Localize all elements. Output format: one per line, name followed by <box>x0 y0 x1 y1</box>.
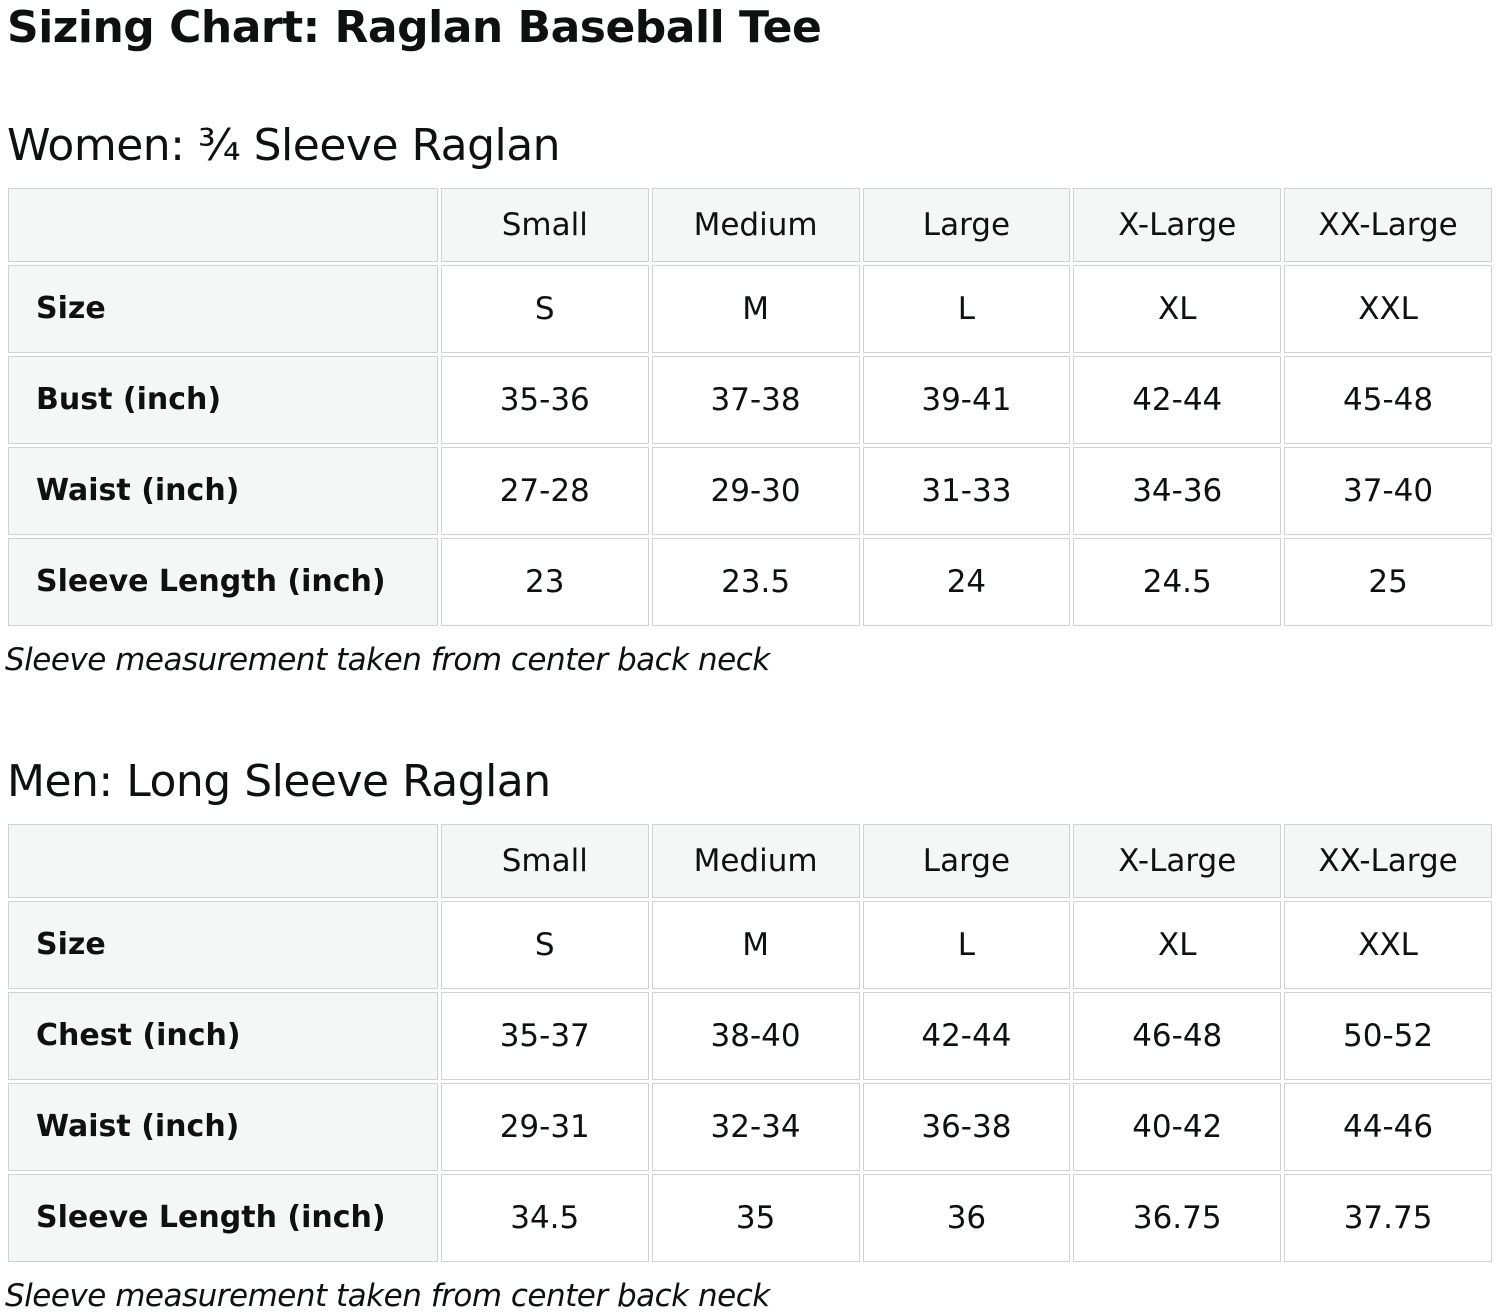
row-label: Waist (inch) <box>8 446 438 535</box>
column-header-small: Small <box>440 187 649 262</box>
table-cell: 36 <box>862 1173 1071 1262</box>
table-cell: 31-33 <box>862 446 1071 535</box>
column-header-large: Large <box>862 187 1071 262</box>
men-section-heading: Men: Long Sleeve Raglan <box>7 755 551 807</box>
table-cell: 27-28 <box>440 446 649 535</box>
column-header-medium: Medium <box>651 187 860 262</box>
column-header-xx-large: XX-Large <box>1284 187 1492 262</box>
men-table-header-row: Small Medium Large X-Large XX-Large <box>8 823 1492 898</box>
table-cell: XXL <box>1284 264 1492 353</box>
women-row-sleeve-length: Sleeve Length (inch) 23 23.5 24 24.5 25 <box>8 537 1492 626</box>
page-title: Sizing Chart: Raglan Baseball Tee <box>7 2 822 53</box>
column-header-x-large: X-Large <box>1073 187 1282 262</box>
men-section: Men: Long Sleeve Raglan Small Medium Lar… <box>5 756 1500 1314</box>
men-row-chest: Chest (inch) 35-37 38-40 42-44 46-48 50-… <box>8 991 1492 1080</box>
women-table-header-row: Small Medium Large X-Large XX-Large <box>8 187 1492 262</box>
women-row-waist: Waist (inch) 27-28 29-30 31-33 34-36 37-… <box>8 446 1492 535</box>
row-label: Bust (inch) <box>8 355 438 444</box>
table-cell: XL <box>1073 900 1282 989</box>
table-cell: S <box>440 900 649 989</box>
corner-cell <box>8 823 438 898</box>
table-cell: M <box>651 264 860 353</box>
men-sleeve-note: Sleeve measurement taken from center bac… <box>5 1277 770 1314</box>
column-header-small: Small <box>440 823 649 898</box>
men-sizing-table: Small Medium Large X-Large XX-Large Size… <box>5 821 1495 1265</box>
men-row-size: Size S M L XL XXL <box>8 900 1492 989</box>
table-cell: 25 <box>1284 537 1492 626</box>
table-cell: 50-52 <box>1284 991 1492 1080</box>
table-cell: 35-36 <box>440 355 649 444</box>
men-row-waist: Waist (inch) 29-31 32-34 36-38 40-42 44-… <box>8 1082 1492 1171</box>
row-label: Size <box>8 264 438 353</box>
table-cell: 35-37 <box>440 991 649 1080</box>
table-cell: L <box>862 264 1071 353</box>
table-cell: XL <box>1073 264 1282 353</box>
table-cell: 34-36 <box>1073 446 1282 535</box>
column-header-x-large: X-Large <box>1073 823 1282 898</box>
table-cell: 38-40 <box>651 991 860 1080</box>
women-section: Women: ¾ Sleeve Raglan Small Medium Larg… <box>5 120 1500 678</box>
table-cell: 24.5 <box>1073 537 1282 626</box>
women-row-bust: Bust (inch) 35-36 37-38 39-41 42-44 45-4… <box>8 355 1492 444</box>
table-cell: 32-34 <box>651 1082 860 1171</box>
column-header-xx-large: XX-Large <box>1284 823 1492 898</box>
table-cell: 40-42 <box>1073 1082 1282 1171</box>
table-cell: 29-30 <box>651 446 860 535</box>
row-label: Sleeve Length (inch) <box>8 537 438 626</box>
row-label: Sleeve Length (inch) <box>8 1173 438 1262</box>
table-cell: 36-38 <box>862 1082 1071 1171</box>
table-cell: 44-46 <box>1284 1082 1492 1171</box>
table-cell: XXL <box>1284 900 1492 989</box>
table-cell: M <box>651 900 860 989</box>
table-cell: 35 <box>651 1173 860 1262</box>
table-cell: 42-44 <box>1073 355 1282 444</box>
table-cell: S <box>440 264 649 353</box>
women-section-heading: Women: ¾ Sleeve Raglan <box>7 119 561 171</box>
table-cell: 37-38 <box>651 355 860 444</box>
column-header-large: Large <box>862 823 1071 898</box>
row-label: Waist (inch) <box>8 1082 438 1171</box>
women-row-size: Size S M L XL XXL <box>8 264 1492 353</box>
women-sleeve-note: Sleeve measurement taken from center bac… <box>5 641 770 678</box>
table-cell: 46-48 <box>1073 991 1282 1080</box>
table-cell: 24 <box>862 537 1071 626</box>
table-cell: 23.5 <box>651 537 860 626</box>
row-label: Size <box>8 900 438 989</box>
men-row-sleeve-length: Sleeve Length (inch) 34.5 35 36 36.75 37… <box>8 1173 1492 1262</box>
row-label: Chest (inch) <box>8 991 438 1080</box>
table-cell: 37-40 <box>1284 446 1492 535</box>
table-cell: 45-48 <box>1284 355 1492 444</box>
table-cell: 36.75 <box>1073 1173 1282 1262</box>
table-cell: 29-31 <box>440 1082 649 1171</box>
table-cell: 39-41 <box>862 355 1071 444</box>
women-sizing-table: Small Medium Large X-Large XX-Large Size… <box>5 185 1495 629</box>
corner-cell <box>8 187 438 262</box>
table-cell: 23 <box>440 537 649 626</box>
table-cell: L <box>862 900 1071 989</box>
table-cell: 37.75 <box>1284 1173 1492 1262</box>
table-cell: 34.5 <box>440 1173 649 1262</box>
column-header-medium: Medium <box>651 823 860 898</box>
table-cell: 42-44 <box>862 991 1071 1080</box>
